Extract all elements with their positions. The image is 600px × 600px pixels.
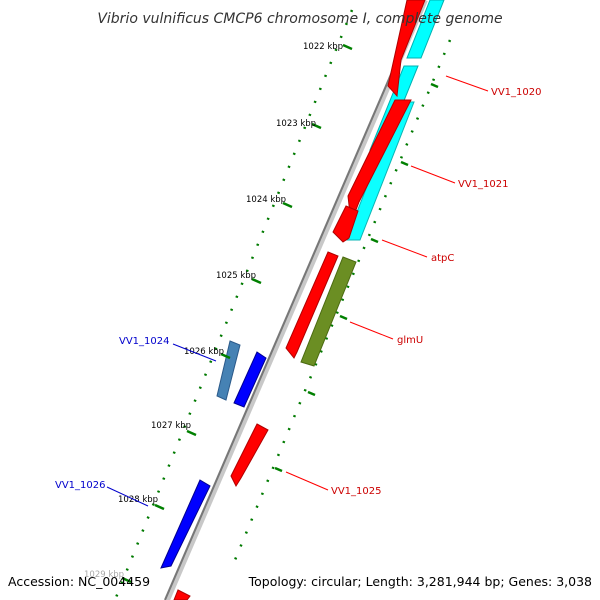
leader-glmU — [349, 321, 394, 340]
label-vv1-1020[interactable]: VV1_1020 — [491, 87, 542, 98]
label-vv1-1021[interactable]: VV1_1021 — [458, 179, 509, 190]
tick-1023 — [311, 122, 322, 130]
tick-label-1029: 1029 kbp — [84, 570, 124, 580]
gene-vv1-1026[interactable] — [160, 479, 211, 569]
forward-genes — [173, 0, 426, 600]
tick-label-1028: 1028 kbp — [118, 495, 158, 505]
tick-label-1023: 1023 kbp — [276, 119, 316, 129]
leader-vv1-1026 — [106, 486, 149, 507]
gene-partial-bottom[interactable] — [173, 589, 191, 600]
inner-dotted-guide — [233, 39, 452, 561]
leader-vv1-1024 — [172, 343, 217, 362]
kbp-ticks: 1022 kbp 1023 kbp 1024 kbp 1025 kbp 1026… — [84, 42, 353, 584]
genome-summary-text: Topology: circular; Length: 3,281,944 bp… — [248, 574, 592, 589]
gene-vv1-1025[interactable] — [230, 423, 269, 488]
gene-labels: VV1_1020 VV1_1021 atpC glmU VV1_1024 VV1… — [55, 87, 542, 497]
tick-label-1024: 1024 kbp — [246, 195, 286, 205]
tick-label-1027: 1027 kbp — [151, 421, 191, 431]
map-title: Vibrio vulnificus CMCP6 chromosome I, co… — [97, 11, 502, 27]
tick-1024 — [282, 201, 293, 209]
tick-1025 — [251, 277, 262, 285]
gene-vv1-1024-steel[interactable] — [216, 340, 241, 401]
leader-vv1-1021 — [410, 165, 456, 184]
tick-1026 — [220, 352, 231, 360]
gene-atpC[interactable] — [332, 205, 359, 243]
gene-vv1-1024[interactable] — [233, 351, 267, 408]
accession-text: Accession: NC_004459 — [8, 574, 150, 589]
label-vv1-1026[interactable]: VV1_1026 — [55, 480, 106, 491]
tick-label-1026: 1026 kbp — [184, 347, 224, 357]
leader-vv1-1025 — [285, 471, 329, 491]
tick-label-1025: 1025 kbp — [216, 271, 256, 281]
gene-glmU[interactable] — [285, 251, 339, 359]
tick-1027 — [186, 429, 197, 437]
tick-label-1022: 1022 kbp — [303, 42, 343, 52]
tick-1028 — [154, 503, 165, 511]
label-atpC[interactable]: atpC — [431, 253, 454, 264]
leader-lines — [106, 75, 489, 507]
label-vv1-1025[interactable]: VV1_1025 — [331, 486, 382, 497]
label-glmU[interactable]: glmU — [397, 335, 423, 346]
leader-atpC — [381, 239, 428, 258]
inner-ticks — [274, 82, 439, 473]
tick-1022 — [342, 43, 353, 51]
backbone — [164, 0, 428, 600]
label-vv1-1024[interactable]: VV1_1024 — [119, 336, 170, 347]
gene-vv1-1020[interactable] — [387, 0, 426, 98]
reverse-genes — [160, 340, 267, 569]
tick-1029 — [121, 576, 132, 584]
leader-vv1-1020 — [445, 75, 489, 92]
olive-feature — [300, 256, 357, 367]
